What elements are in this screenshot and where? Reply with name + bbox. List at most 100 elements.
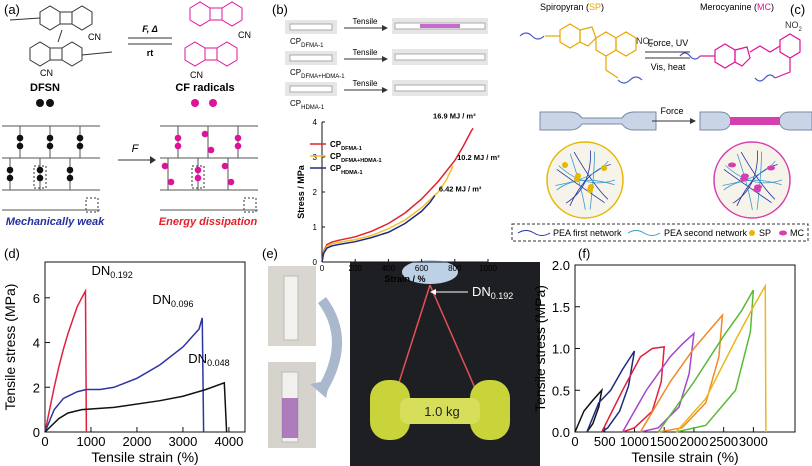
- nitro-label: NO2: [636, 36, 654, 49]
- dot: [36, 166, 44, 174]
- y-tick-label: 4: [33, 336, 40, 351]
- strip: [283, 275, 299, 341]
- name-label: DN0.192: [91, 263, 132, 280]
- name-label: CPDFMA+HDMA-1: [330, 152, 382, 164]
- compound-name: DFSN: [30, 82, 60, 94]
- reaction-condition: rt: [147, 48, 154, 58]
- title-part: Merocyanine (: [700, 2, 757, 12]
- glove: [402, 260, 458, 284]
- panel-label: (b): [272, 2, 288, 17]
- arrow-head: [382, 87, 388, 93]
- series-line: [657, 289, 755, 433]
- y-tick-label: 1: [313, 223, 318, 232]
- strand: [736, 153, 753, 211]
- series-line: [621, 331, 695, 433]
- strand: [725, 165, 783, 184]
- strand: [569, 164, 611, 207]
- name-text: CP: [290, 99, 301, 108]
- strand: [732, 150, 758, 204]
- mc: [753, 187, 761, 193]
- y-tick-label: 6: [33, 291, 40, 306]
- action-label: Tensile: [353, 79, 378, 88]
- cn-label: CN: [40, 68, 53, 78]
- cn-label: CN: [190, 70, 203, 80]
- x-tick-label: 0: [41, 434, 48, 449]
- dot: [221, 162, 229, 170]
- arrow-head: [310, 380, 330, 398]
- caption: Mechanically weak: [6, 216, 105, 228]
- dot: [16, 134, 24, 142]
- dot: [76, 134, 84, 142]
- dot: [16, 142, 24, 150]
- sample-photos: TensileCPDFMA-1TensileCPDFMA+HDMA-1Tensi…: [285, 17, 488, 111]
- name-sub: DFMA+HDMA-1: [341, 158, 382, 164]
- name-label: CPDFMA-1: [330, 140, 362, 152]
- sp: [562, 162, 568, 168]
- name-label: DN0.096: [152, 292, 193, 309]
- tag-text: DN: [472, 284, 491, 299]
- dot: [66, 166, 74, 174]
- strand: [556, 179, 615, 191]
- name-text: CP: [290, 37, 301, 46]
- arrow-head: [150, 156, 156, 164]
- nitro-label: NO2: [785, 20, 803, 33]
- x-axis-title: Strain / %: [384, 274, 425, 284]
- force-label: F: [132, 143, 140, 155]
- name-sub: DFMA-1: [301, 43, 324, 49]
- x-tick-label: 200: [349, 264, 363, 273]
- dumbbell: [400, 398, 480, 424]
- panel-label: (d): [4, 246, 20, 261]
- arrow-head: [382, 56, 388, 62]
- color-change: [420, 24, 460, 28]
- dot: [194, 166, 202, 174]
- title-part: SP: [589, 2, 601, 12]
- legend-label: PEA second network: [664, 228, 748, 238]
- reaction-condition: Force, UV: [648, 38, 689, 48]
- series-line: [574, 387, 603, 433]
- highlight: [85, 197, 99, 213]
- specimen: [394, 84, 486, 92]
- dot: [191, 99, 199, 107]
- cn-label: CN: [88, 32, 101, 42]
- strand: [569, 153, 586, 211]
- name-text: DN: [188, 351, 207, 366]
- strand: [722, 160, 776, 186]
- legend-swatch: [517, 230, 551, 236]
- dumbbell: [470, 380, 510, 440]
- y-tick-label: 2: [313, 188, 318, 197]
- dot: [46, 99, 54, 107]
- arrow-head: [382, 25, 388, 31]
- panel-label: (e): [262, 246, 278, 261]
- strand: [394, 284, 431, 396]
- molecule-title: Merocyanine (MC): [700, 2, 774, 12]
- caption: Energy dissipation: [159, 216, 258, 228]
- x-tick-label: 500: [594, 434, 616, 449]
- mc: [740, 176, 748, 182]
- dot: [46, 134, 54, 142]
- title-part: ): [601, 2, 604, 12]
- dot: [6, 166, 14, 174]
- strand: [558, 165, 616, 184]
- strand: [555, 160, 609, 186]
- y-tick-label: 0.0: [552, 425, 570, 440]
- x-tick-label: 0: [320, 264, 325, 273]
- strand: [565, 150, 591, 204]
- activated-region: [730, 117, 780, 125]
- y-axis-title: Tensile stress (MPa): [532, 285, 548, 412]
- plot-frame: [574, 264, 796, 433]
- mc-molecule: [679, 33, 801, 82]
- legend-swatch: [627, 230, 661, 236]
- sp-molecule: [519, 23, 643, 84]
- sp: [587, 187, 593, 193]
- dumbbell: [370, 380, 410, 440]
- title-part: Spiropyran (: [540, 2, 589, 12]
- dot: [209, 99, 217, 107]
- highlight: [33, 165, 47, 189]
- sample-tag: DN0.192: [472, 284, 513, 301]
- end-label: 16.9 MJ / m³: [433, 111, 476, 120]
- cf-structure: [184, 1, 243, 67]
- compound-name: CF radicals: [175, 82, 234, 94]
- series-line: [44, 288, 88, 433]
- formula-sub: 2: [650, 43, 654, 49]
